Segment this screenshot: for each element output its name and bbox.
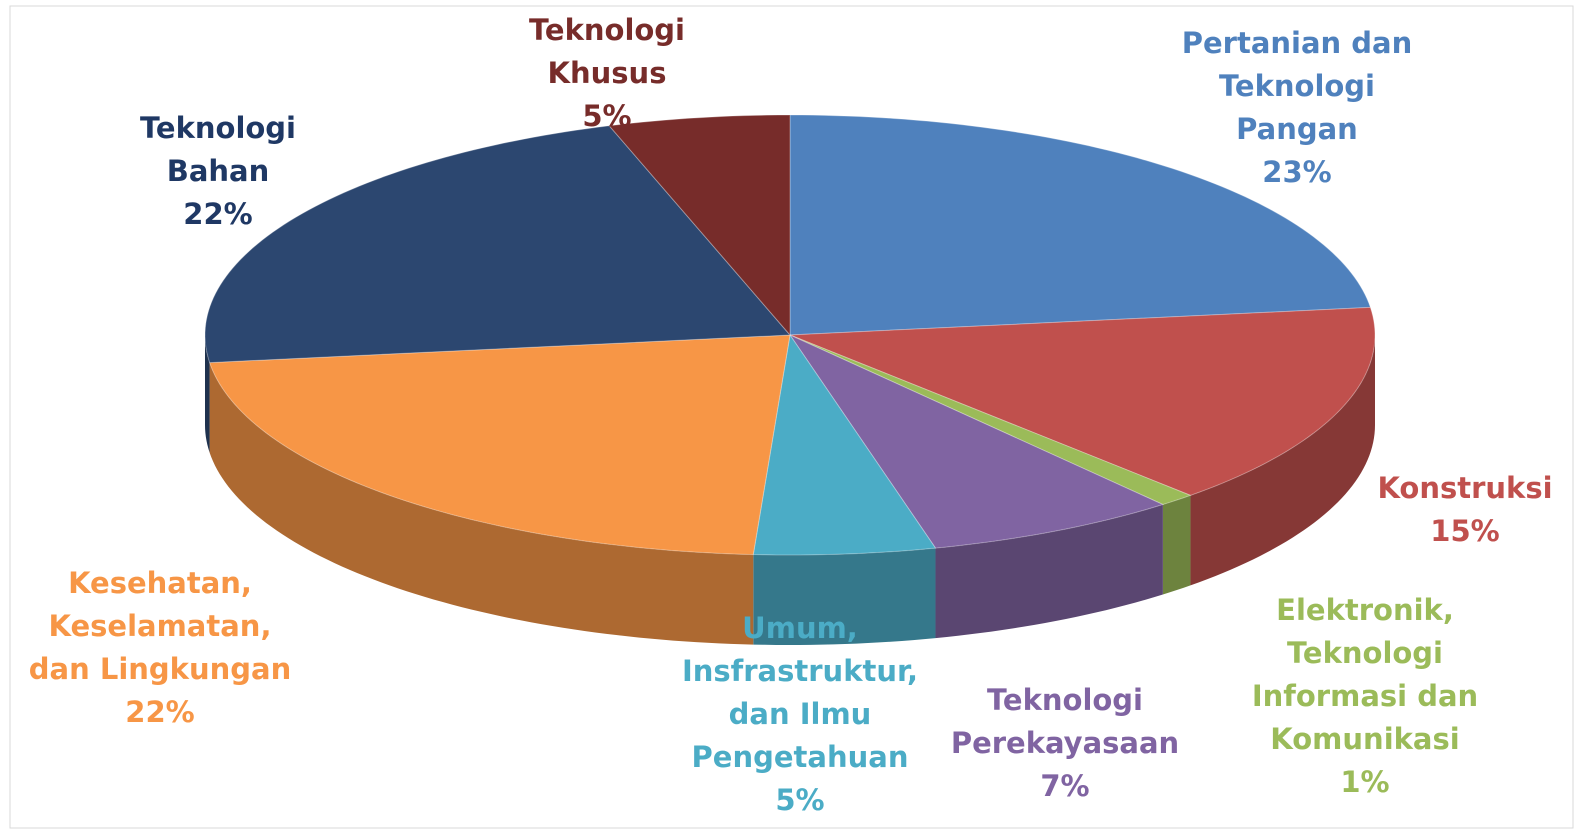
label-line: Khusus [548,56,667,90]
slice-label: Teknologi Khusus [529,13,685,90]
label-line: Umum, [742,611,858,645]
label-line: Pertanian dan [1182,26,1413,60]
pie-slice-side [753,548,936,645]
pie-slice [789,114,1372,336]
label-line: Keselamatan, [49,609,272,643]
slice-value-label: 23% [1262,155,1331,189]
label-line: Konstruksi [1377,471,1552,505]
slice-label: Teknologi Perekayasaan [951,683,1179,760]
label-line: Teknologi [987,683,1143,717]
label-line: Pengetahuan [692,740,909,774]
label-line: dan Lingkungan [29,652,291,686]
chart-border [9,5,1574,829]
slice-label: Umum, Insfrastruktur, dan Ilmu Pengetahuan [682,611,918,774]
label-line: Teknologi [1219,69,1375,103]
pie-slice [788,333,1165,549]
slice-label: Pertanian dan Teknologi Pangan [1182,26,1413,146]
label-line: Kesehatan, [68,566,252,600]
pie-slice-side [205,335,210,453]
slice-value-label: 15% [1430,514,1499,548]
slice-value-label: 7% [1040,769,1089,803]
pie-slice-side [1162,495,1191,595]
label-line: Bahan [167,154,270,188]
label-line: dan Ilmu [729,697,872,731]
pie-slice [204,125,792,364]
slice-value-label: 5% [775,783,824,817]
label-line: Teknologi [1287,636,1443,670]
label-line: Teknologi [140,111,296,145]
slice-value-label: 22% [183,197,252,231]
label-line: Elektronik, [1276,593,1454,627]
pie-slice-side [935,504,1163,639]
pie-slice-side [209,362,754,645]
slice-label: Elektronik, Teknologi Informasi dan Komunik… [1252,593,1478,756]
slice-label: Teknologi Bahan [140,111,296,188]
slice-value-label: 22% [125,695,194,729]
pie-slice [752,333,937,556]
pie-slice [208,334,791,556]
slice-label: Kesehatan, Keselamatan, dan Lingkungan [29,566,291,686]
pie-slice [789,306,1376,496]
pie-slice [608,114,791,337]
label-line: Teknologi [529,13,685,47]
label-line: Pangan [1236,112,1358,146]
pie-slice-side [1190,335,1375,586]
label-line: Informasi dan [1252,679,1478,713]
slice-label: Konstruksi [1377,471,1552,505]
label-line: Insfrastruktur, [682,654,918,688]
slice-value-label: 1% [1340,765,1389,799]
slice-value-label: 5% [582,99,631,133]
label-line: Perekayasaan [951,726,1179,760]
label-line: Komunikasi [1270,722,1459,756]
